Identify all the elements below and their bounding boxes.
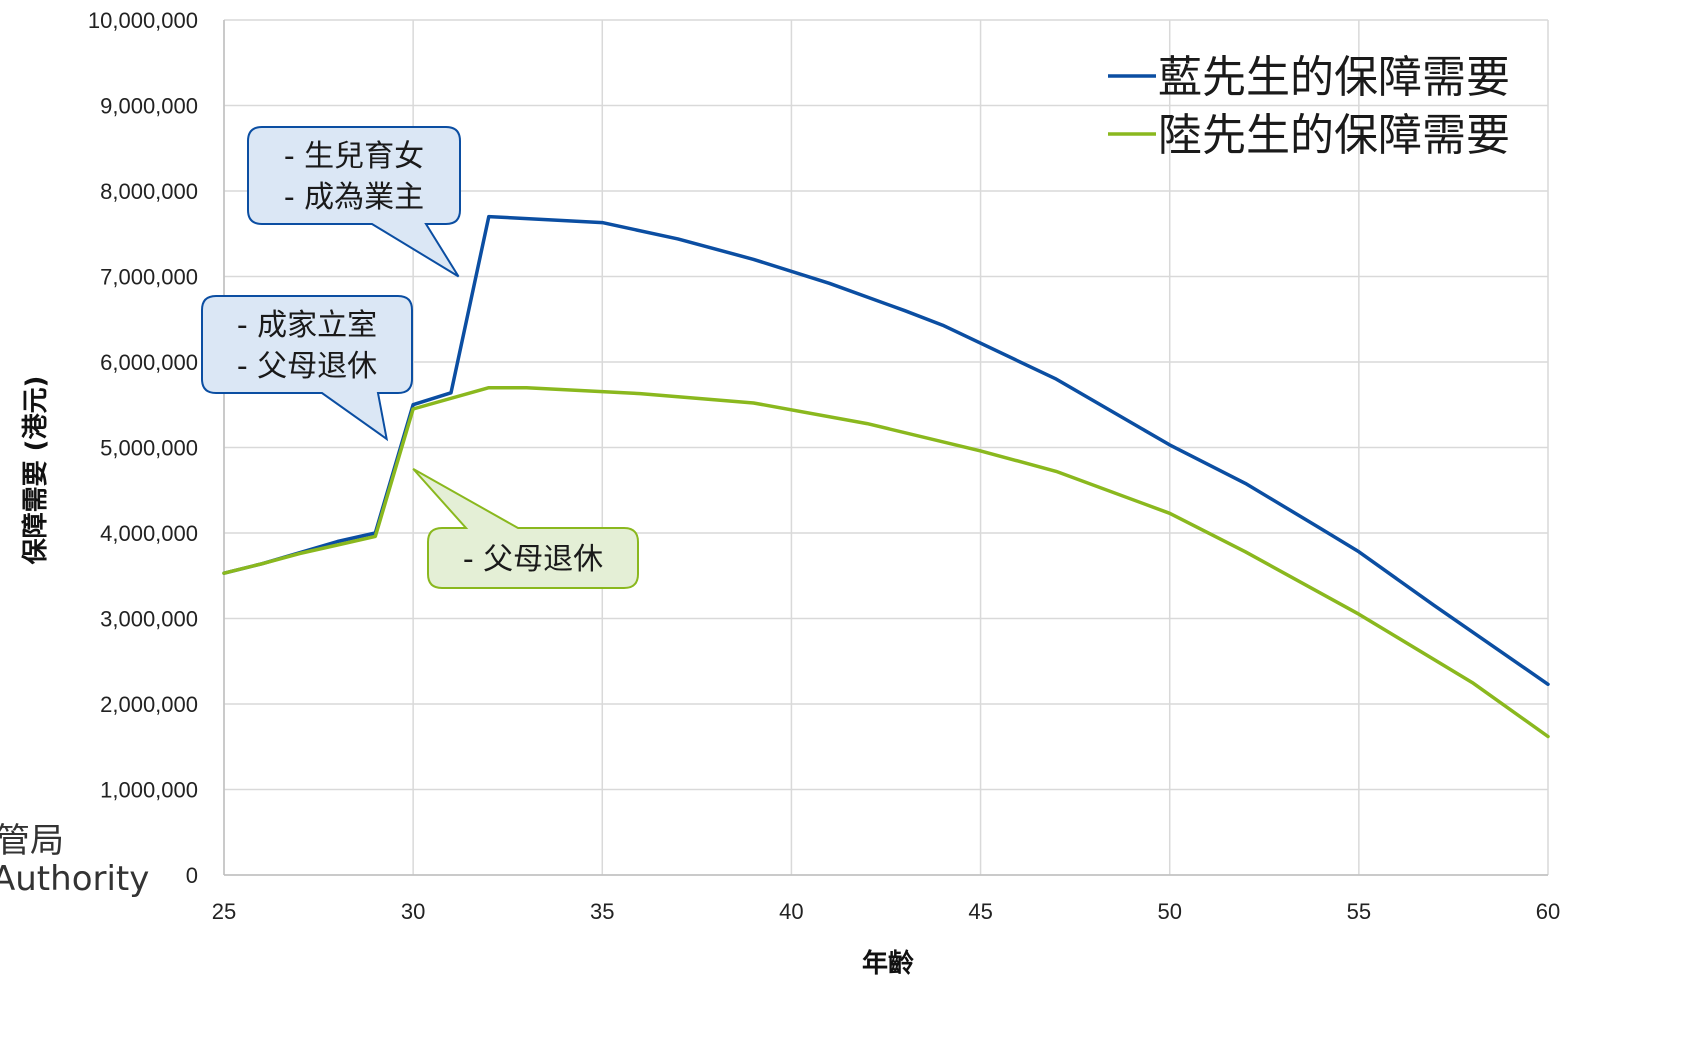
- x-tick-label: 55: [1347, 899, 1371, 924]
- legend-label: 藍先生的保障需要: [1158, 52, 1510, 103]
- y-tick-label: 10,000,000: [88, 8, 198, 33]
- series-line-2: [222, 385, 1550, 739]
- callout-bubble: [201, 295, 413, 442]
- axes: [223, 20, 1548, 876]
- legend-label: 陸先生的保障需要: [1158, 110, 1510, 161]
- y-tick-label: 1,000,000: [100, 778, 198, 803]
- x-tick-label: 45: [968, 899, 992, 924]
- x-tick-label: 25: [212, 899, 236, 924]
- x-axis-ticks: 25 30 35 40 45 50 55 60: [212, 899, 1560, 924]
- y-axis-ticks: 0 1,000,000 2,000,000 3,000,000 4,000,000 5,0…: [88, 8, 198, 888]
- y-tick-label: 3,000,000: [100, 607, 198, 632]
- callout-bubble: [247, 126, 461, 278]
- x-tick-label: 50: [1157, 899, 1181, 924]
- series-lines: [222, 214, 1550, 739]
- callout-text: - 成為業主: [284, 180, 424, 215]
- series-line-1: [222, 214, 1550, 687]
- y-tick-label: 9,000,000: [100, 94, 198, 119]
- callouts: - 生兒育女 - 成為業主 - 成家立室 - 父母退休 - 父母退休: [201, 126, 639, 589]
- y-tick-label: 0: [186, 863, 198, 888]
- x-tick-label: 30: [401, 899, 425, 924]
- callout-text: - 生兒育女: [284, 139, 424, 174]
- y-tick-label: 6,000,000: [100, 350, 198, 375]
- y-axis-title: 保障需要 (港元): [20, 376, 51, 566]
- logo: 管局 Authority: [0, 821, 149, 899]
- callout-text: - 父母退休: [463, 542, 603, 577]
- callout-text: - 成家立室: [237, 308, 377, 343]
- x-axis-title: 年齡: [862, 948, 914, 979]
- x-tick-label: 35: [590, 899, 614, 924]
- x-tick-label: 40: [779, 899, 803, 924]
- y-tick-label: 2,000,000: [100, 692, 198, 717]
- y-tick-label: 4,000,000: [100, 521, 198, 546]
- y-tick-label: 8,000,000: [100, 179, 198, 204]
- logo-line-2: Authority: [0, 859, 149, 899]
- y-tick-label: 5,000,000: [100, 436, 198, 461]
- logo-line-1: 管局: [0, 821, 64, 861]
- x-tick-label: 60: [1536, 899, 1560, 924]
- callout-bubble: [412, 468, 639, 589]
- callout-text: - 父母退休: [237, 349, 377, 384]
- y-tick-label: 7,000,000: [100, 265, 198, 290]
